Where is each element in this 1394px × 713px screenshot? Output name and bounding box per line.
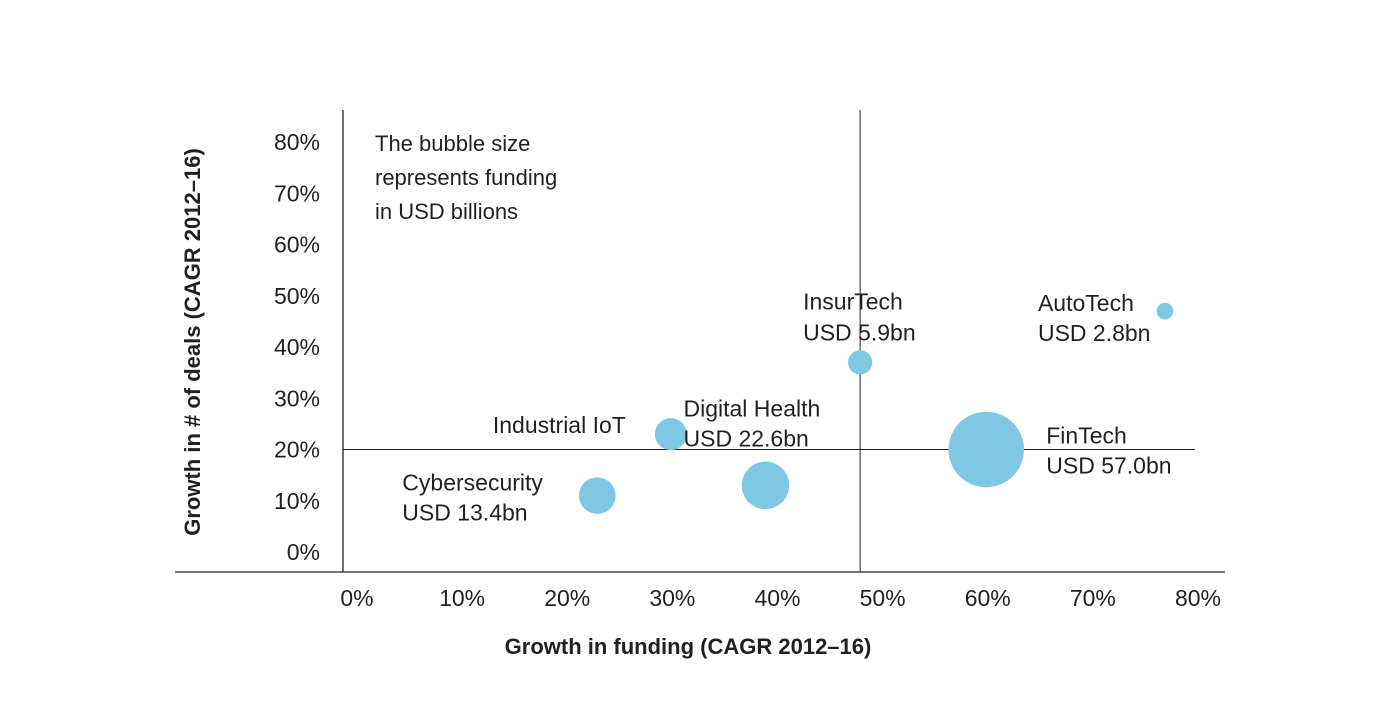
- bubble-size-note: The bubble size: [375, 131, 530, 156]
- bubble-fintech: [948, 411, 1025, 488]
- bubble-label: InsurTech: [803, 288, 903, 314]
- y-tick-label: 0%: [287, 539, 320, 565]
- bubble-label: USD 22.6bn: [684, 425, 809, 451]
- y-tick-label: 70%: [274, 180, 320, 206]
- bubble-digital-health: [741, 461, 790, 510]
- bubble-size-note: represents funding: [375, 165, 557, 190]
- bubble-label: USD 5.9bn: [803, 319, 916, 345]
- y-tick-label: 20%: [274, 437, 320, 463]
- y-tick-label: 40%: [274, 334, 320, 360]
- bubble-autotech: [1156, 302, 1174, 320]
- bubble-label: USD 2.8bn: [1038, 320, 1151, 346]
- x-tick-label: 70%: [1070, 585, 1116, 611]
- bubble-label: USD 57.0bn: [1046, 453, 1171, 479]
- x-tick-label: 0%: [340, 585, 373, 611]
- y-tick-label: 30%: [274, 385, 320, 411]
- x-tick-label: 20%: [544, 585, 590, 611]
- y-axis-title: Growth in # of deals (CAGR 2012–16): [180, 148, 205, 536]
- y-tick-label: 10%: [274, 488, 320, 514]
- x-tick-label: 50%: [860, 585, 906, 611]
- bubble-cybersecurity: [578, 477, 616, 514]
- bubble-label: USD 13.4bn: [402, 500, 527, 526]
- bubble-label: Industrial IoT: [493, 412, 626, 438]
- x-tick-label: 30%: [649, 585, 695, 611]
- y-tick-label: 80%: [274, 129, 320, 155]
- bubble-label: Cybersecurity: [402, 470, 543, 496]
- bubble-size-note: in USD billions: [375, 199, 518, 224]
- x-tick-label: 60%: [965, 585, 1011, 611]
- bubble-insurtech: [847, 350, 873, 375]
- bubble-industrial-iot: [654, 418, 687, 451]
- y-tick-label: 60%: [274, 232, 320, 258]
- bubble-label: Digital Health: [684, 395, 821, 421]
- y-tick-label: 50%: [274, 283, 320, 309]
- bubble-label: AutoTech: [1038, 290, 1134, 316]
- x-tick-label: 10%: [439, 585, 485, 611]
- bubble-label: FinTech: [1046, 423, 1127, 449]
- x-axis-title: Growth in funding (CAGR 2012–16): [505, 634, 872, 659]
- x-tick-label: 80%: [1175, 585, 1221, 611]
- x-tick-label: 40%: [754, 585, 800, 611]
